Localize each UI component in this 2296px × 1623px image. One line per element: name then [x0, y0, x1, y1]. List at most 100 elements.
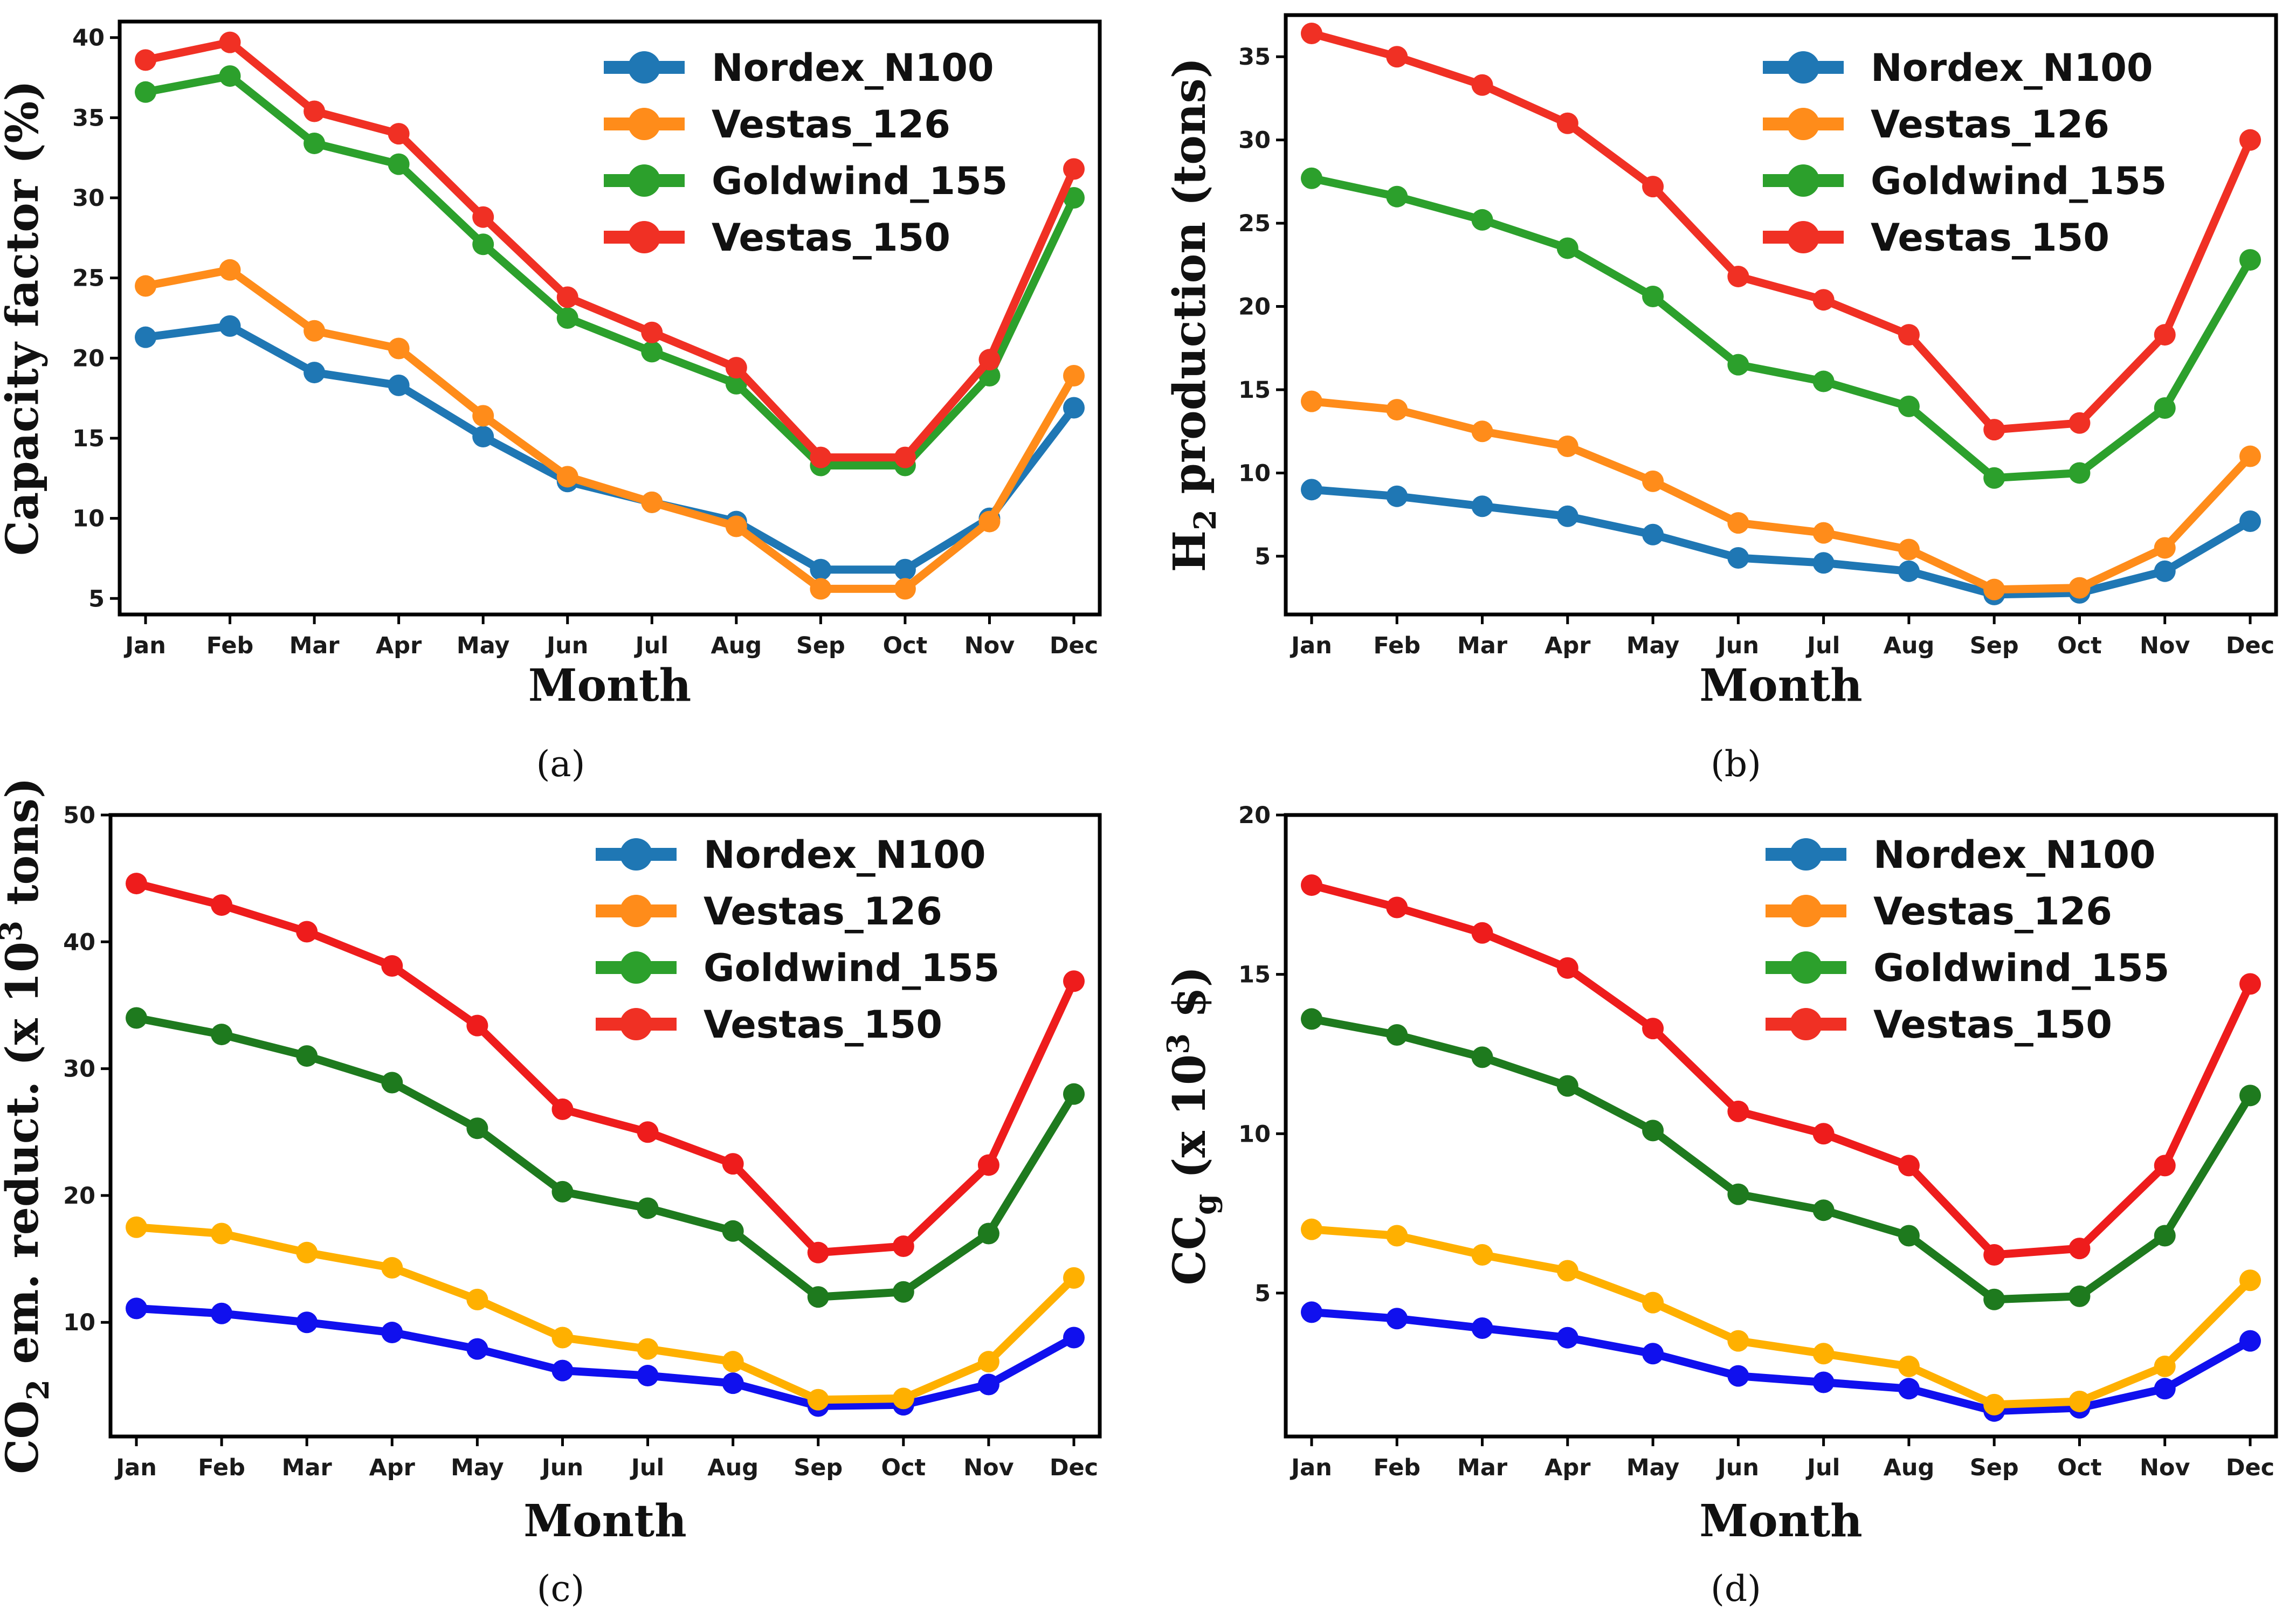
x-tick-label: Feb	[198, 1454, 245, 1481]
data-point	[1727, 1100, 1749, 1122]
legend-label: Vestas_150	[704, 1003, 942, 1047]
x-tick-label: Apr	[1545, 632, 1591, 659]
x-tick-label: May	[1626, 632, 1680, 659]
x-tick-label: Mar	[289, 632, 340, 659]
y-tick-label: 30	[1238, 127, 1271, 154]
legend: Nordex_N100 Vestas_126 Goldwind_155 Vestas_…	[604, 46, 1008, 260]
legend-label: Goldwind_155	[1871, 159, 2167, 203]
series-nordex_n100	[126, 1297, 1085, 1417]
data-point	[1642, 286, 1664, 308]
series-line	[1307, 1308, 2254, 1415]
data-point	[2239, 1085, 2261, 1107]
data-point	[1386, 46, 1408, 68]
y-tick-label: 5	[1254, 543, 1271, 570]
data-point	[1556, 237, 1578, 259]
x-tick-label: Jan	[123, 632, 166, 659]
data-point	[135, 275, 156, 297]
x-tick-label: Dec	[2226, 1454, 2274, 1481]
data-point	[1301, 479, 1322, 501]
data-point	[2069, 577, 2091, 599]
y-tick-label: 5	[1254, 1280, 1271, 1307]
data-point	[556, 466, 578, 488]
y-tick-label: 30	[72, 185, 105, 212]
data-point	[1812, 370, 1835, 392]
legend-marker	[620, 951, 652, 984]
data-point	[2154, 1155, 2176, 1177]
data-point	[1386, 1225, 1408, 1247]
data-point	[1727, 1330, 1749, 1352]
data-point	[722, 1372, 744, 1394]
data-point	[304, 320, 326, 342]
y-tick-label: 35	[72, 105, 105, 132]
legend-marker	[1790, 951, 1822, 984]
x-tick-label: Jul	[1805, 1454, 1840, 1481]
data-point	[381, 1322, 403, 1344]
x-tick-label: Oct	[881, 1454, 926, 1481]
data-point	[1301, 874, 1322, 896]
legend-label: Vestas_150	[712, 216, 950, 260]
legend-label: Nordex_N100	[704, 833, 986, 877]
x-tick-label: Jul	[630, 1454, 664, 1481]
x-tick-label: Dec	[2226, 632, 2274, 659]
y-tick-label: 25	[72, 265, 105, 292]
series-goldwind_155	[1301, 167, 2261, 489]
x-tick-label: Jun	[540, 1454, 583, 1481]
y-tick-label: 40	[63, 929, 95, 956]
y-axis-label: Capacity factor (%)	[0, 80, 49, 556]
series-line	[141, 38, 1078, 462]
data-point	[556, 307, 578, 329]
y-tick-label: 35	[1238, 44, 1271, 71]
series-line	[1307, 174, 2254, 482]
label-part: 2	[1188, 509, 1223, 530]
data-point	[1471, 209, 1493, 231]
series-line	[132, 1223, 1078, 1404]
data-point	[1727, 354, 1749, 376]
series-line	[1307, 397, 2254, 594]
x-tick-label: Mar	[282, 1454, 333, 1481]
data-point	[1301, 390, 1322, 412]
data-point	[1063, 1267, 1085, 1289]
data-point	[1471, 922, 1493, 944]
data-point	[381, 1072, 403, 1094]
plot-frame	[118, 19, 1102, 617]
y-tick-label: 20	[1238, 294, 1271, 321]
data-point	[2154, 1225, 2176, 1247]
x-tick-label: Nov	[964, 632, 1015, 659]
data-point	[1983, 467, 2005, 489]
data-point	[388, 123, 410, 145]
data-point	[1898, 1378, 1920, 1400]
legend-label: Goldwind_155	[712, 159, 1008, 203]
data-point	[725, 515, 747, 537]
x-tick-label: Sep	[794, 1454, 843, 1481]
label-part: em. reduct. (x 10	[0, 942, 49, 1379]
legend-marker	[1787, 51, 1819, 84]
legend-marker	[1790, 895, 1822, 927]
data-point	[1983, 419, 2005, 441]
data-point	[1471, 1244, 1493, 1266]
data-point	[1642, 523, 1664, 545]
data-point	[551, 1098, 574, 1120]
data-point	[810, 578, 832, 600]
data-point	[126, 1007, 147, 1029]
x-tick-label: Nov	[2140, 632, 2190, 659]
x-tick-label: May	[451, 1454, 504, 1481]
label-part: H	[1164, 530, 1216, 572]
y-tick-label: 10	[1238, 460, 1271, 487]
data-point	[641, 491, 663, 513]
series-line	[141, 72, 1078, 469]
legend-marker	[1790, 1008, 1822, 1040]
data-point	[1556, 957, 1578, 979]
data-point	[551, 1327, 574, 1349]
panel-caption: (b)	[1711, 743, 1761, 785]
data-point	[1898, 538, 1920, 561]
series-line	[141, 322, 1078, 574]
series-line	[132, 1014, 1078, 1301]
data-point	[2154, 1378, 2176, 1400]
data-point	[1642, 470, 1664, 492]
data-point	[296, 921, 318, 943]
legend-label: Vestas_126	[1871, 102, 2109, 147]
y-tick-label: 5	[88, 585, 105, 612]
data-point	[894, 578, 916, 600]
label-part: 3	[1161, 1033, 1196, 1054]
y-tick-label: 25	[1238, 210, 1271, 237]
